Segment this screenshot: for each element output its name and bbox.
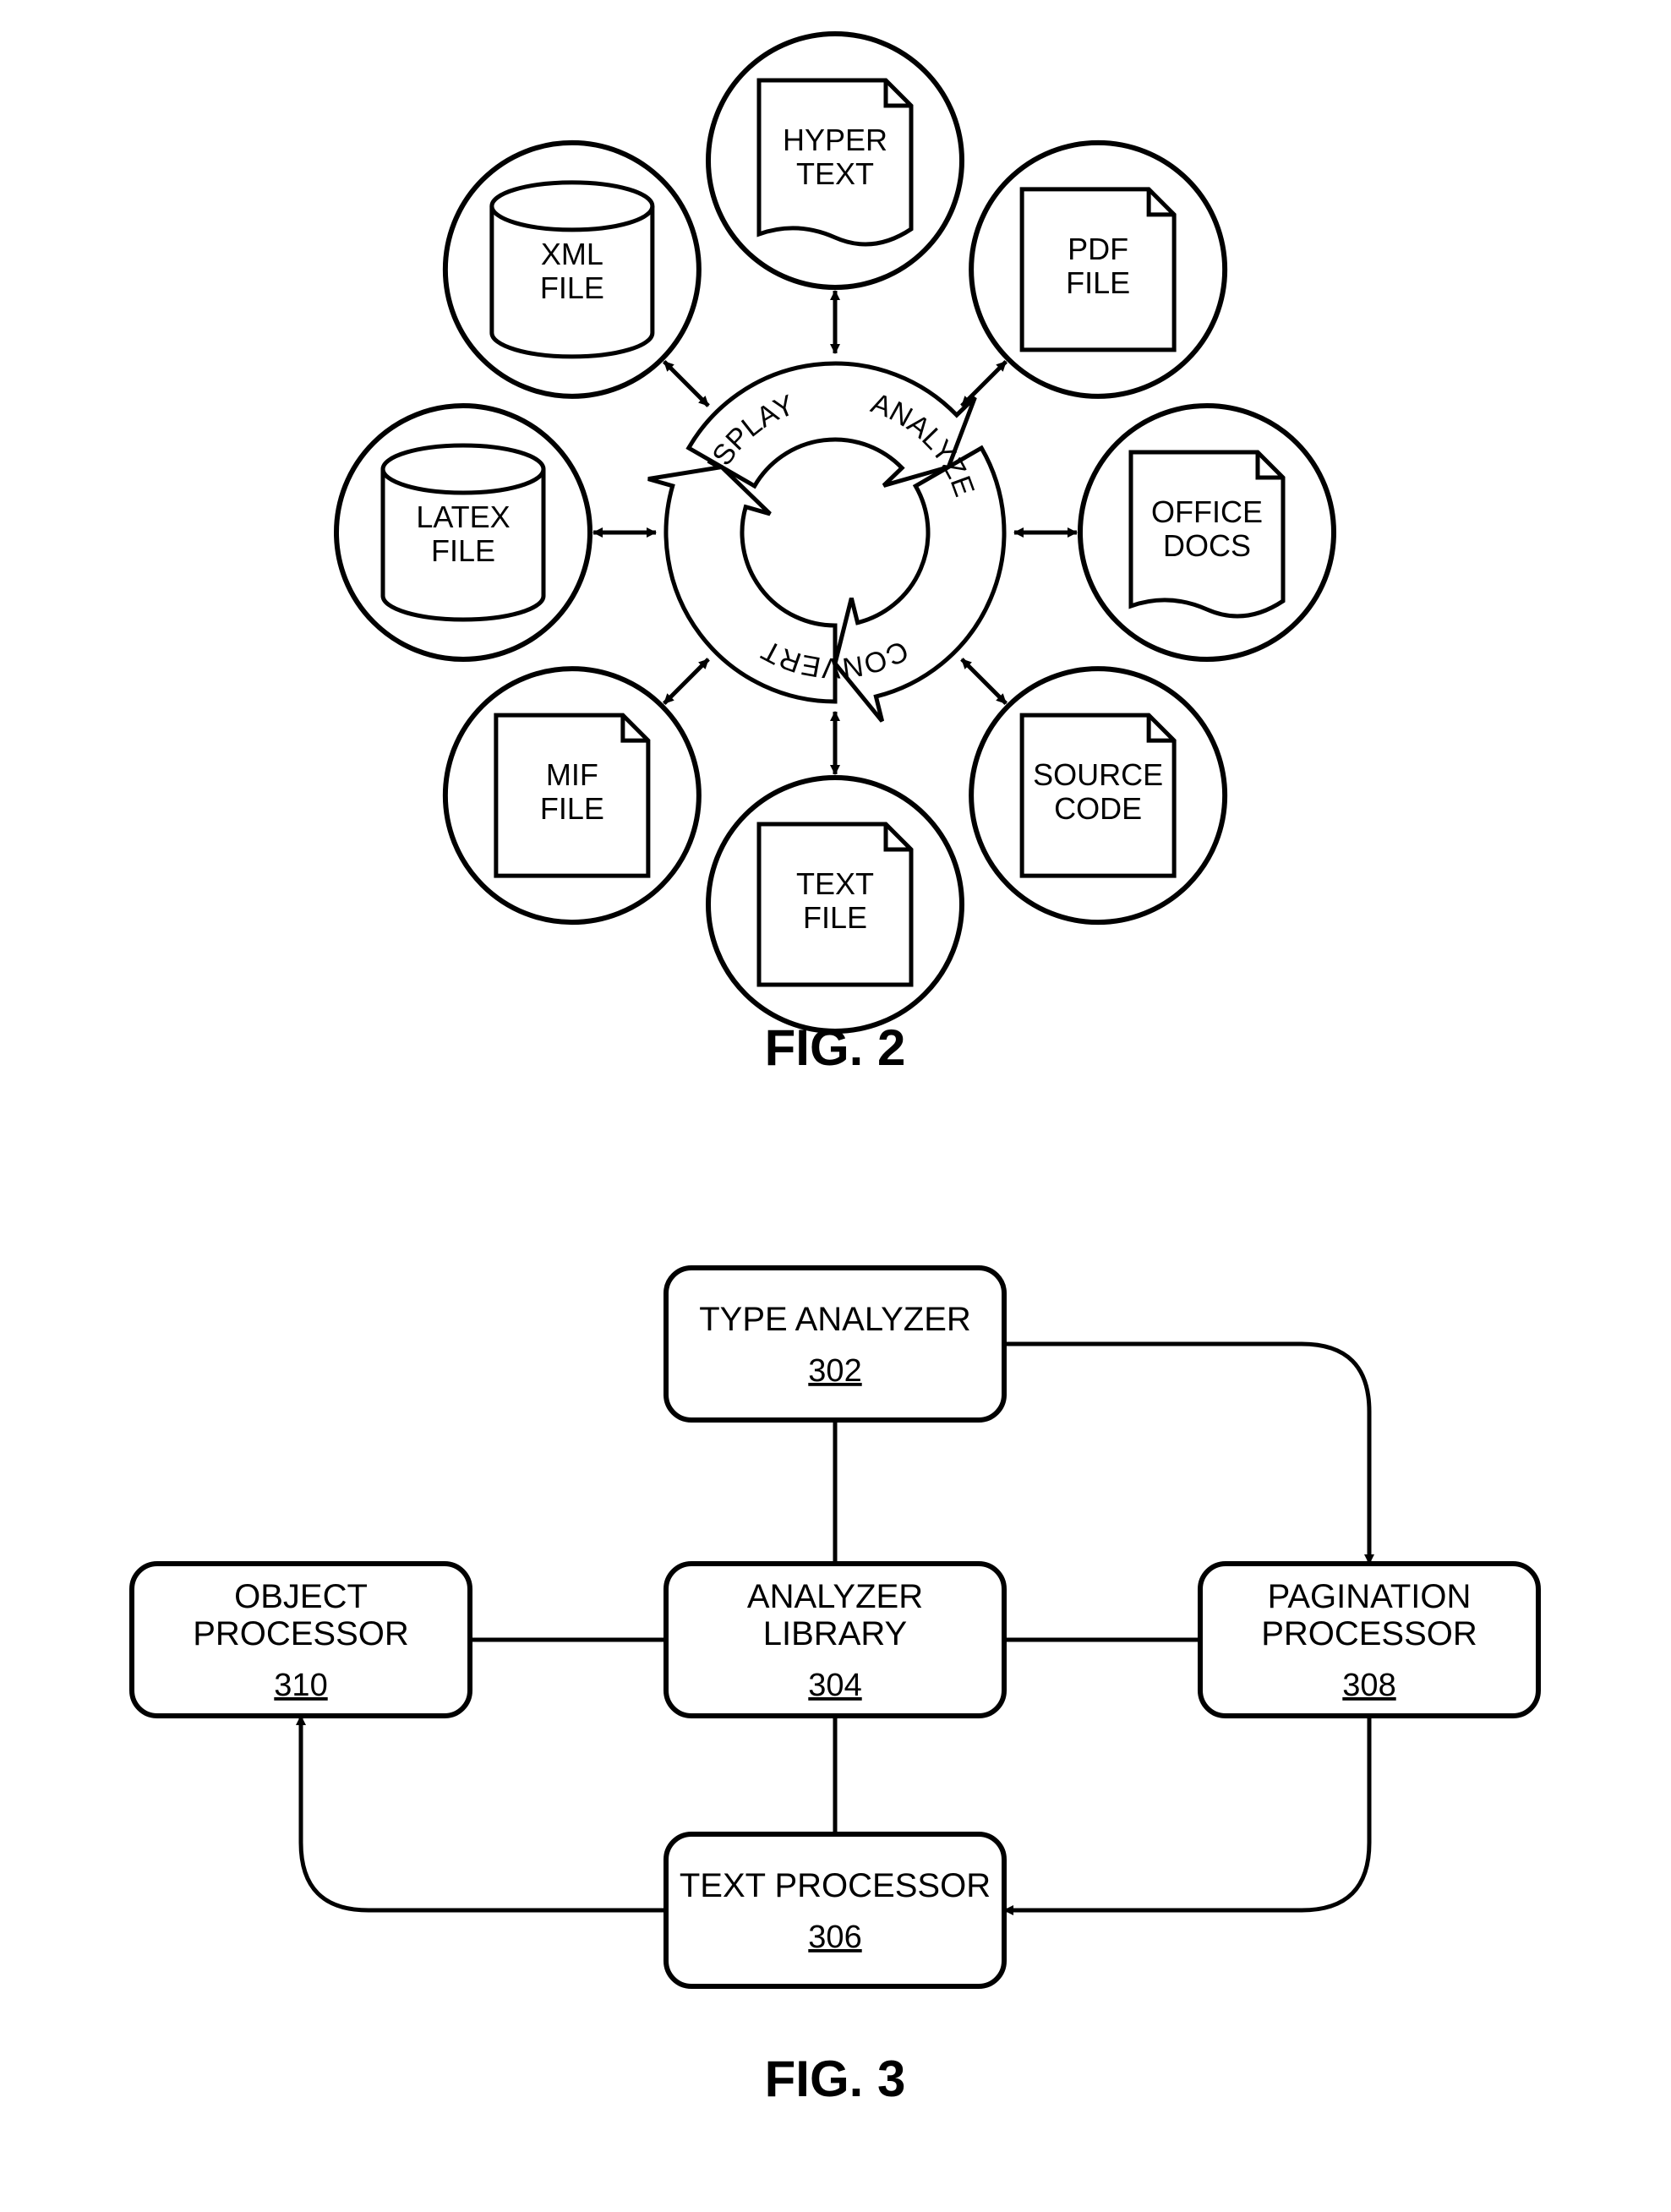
node-pdf: PDFFILE (971, 143, 1225, 396)
svg-text:OBJECT: OBJECT (234, 1578, 368, 1615)
svg-text:FIG. 2: FIG. 2 (765, 1019, 906, 1076)
svg-text:FIG. 3: FIG. 3 (765, 2051, 906, 2107)
svg-text:LATEX: LATEX (416, 500, 510, 534)
svg-text:PROCESSOR: PROCESSOR (1261, 1615, 1477, 1652)
svg-text:TYPE ANALYZER: TYPE ANALYZER (699, 1301, 971, 1338)
svg-text:306: 306 (808, 1920, 861, 1955)
node-hypertext: HYPERTEXT (708, 34, 962, 287)
connector (962, 362, 1006, 406)
svg-text:CODE: CODE (1054, 791, 1142, 826)
box-text_processor (666, 1834, 1004, 1986)
node-text: TEXTFILE (708, 778, 962, 1031)
svg-text:TEXT PROCESSOR: TEXT PROCESSOR (680, 1867, 991, 1904)
svg-text:PAGINATION: PAGINATION (1268, 1578, 1472, 1615)
svg-text:FILE: FILE (1066, 265, 1130, 300)
svg-text:MIF: MIF (546, 757, 598, 792)
fig3: TYPE ANALYZER 302 ANALYZERLIBRARY 304 TEXT P… (132, 1268, 1538, 2107)
svg-text:FILE: FILE (540, 791, 604, 826)
svg-text:FILE: FILE (803, 900, 867, 935)
svg-text:TEXT: TEXT (796, 156, 874, 191)
svg-text:308: 308 (1342, 1668, 1395, 1703)
edge (301, 1716, 666, 1910)
svg-text:TEXT: TEXT (796, 866, 874, 901)
connector (664, 362, 708, 406)
svg-text:HYPER: HYPER (783, 123, 887, 157)
svg-text:FILE: FILE (540, 270, 604, 305)
svg-text:310: 310 (274, 1668, 327, 1703)
connector (664, 659, 708, 703)
svg-text:ANALYZER: ANALYZER (747, 1578, 923, 1615)
svg-text:DOCS: DOCS (1163, 528, 1251, 563)
fig2: DISPLAYANALYZECONVERTHYPERTEXTPDFFILEOFF… (336, 34, 1334, 1076)
node-xml: XMLFILE (445, 143, 699, 396)
svg-text:LIBRARY: LIBRARY (763, 1615, 907, 1652)
node-office: OFFICEDOCS (1080, 406, 1334, 659)
svg-text:302: 302 (808, 1353, 861, 1389)
svg-text:SOURCE: SOURCE (1033, 757, 1163, 792)
edge (1004, 1716, 1369, 1910)
edge (1004, 1344, 1369, 1564)
box-type_analyzer (666, 1268, 1004, 1420)
svg-text:PROCESSOR: PROCESSOR (193, 1615, 409, 1652)
node-source: SOURCECODE (971, 669, 1225, 922)
svg-text:OFFICE: OFFICE (1151, 494, 1263, 529)
svg-text:304: 304 (808, 1668, 861, 1703)
connector (962, 659, 1006, 703)
node-latex: LATEXFILE (336, 406, 590, 659)
svg-text:FILE: FILE (431, 533, 495, 568)
node-mif: MIFFILE (445, 669, 699, 922)
svg-text:XML: XML (541, 237, 603, 271)
svg-text:PDF: PDF (1068, 232, 1128, 266)
